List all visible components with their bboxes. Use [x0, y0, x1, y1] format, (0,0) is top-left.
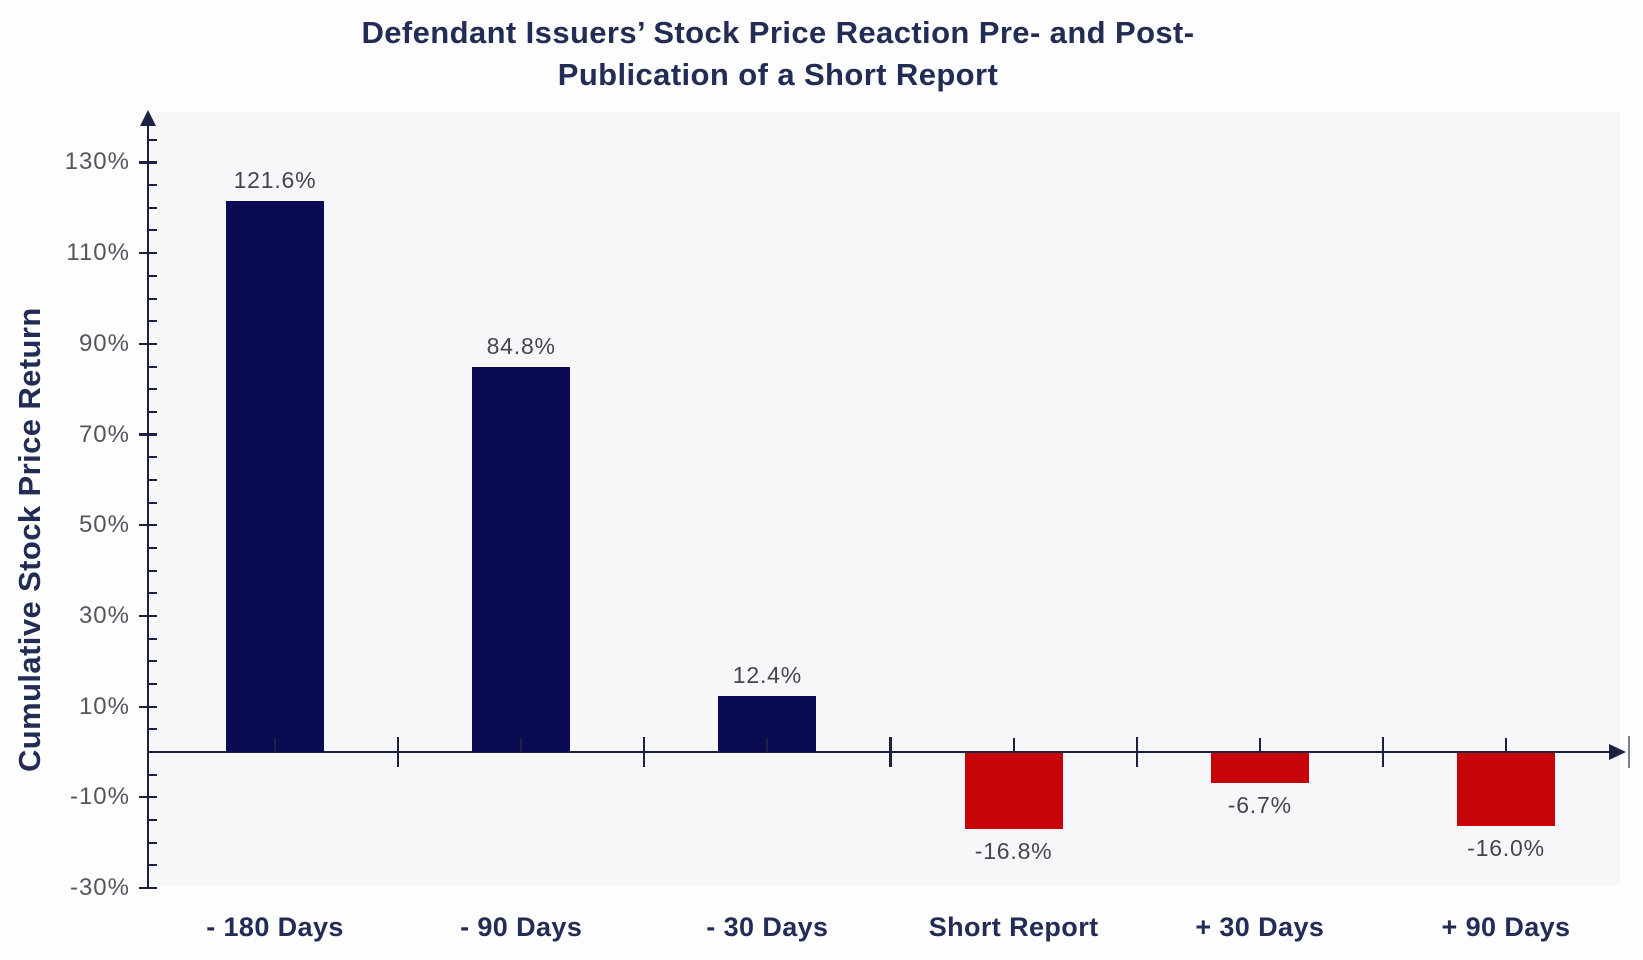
- y-tick-label: 30%: [78, 601, 130, 629]
- x-bar-center-tick: [1504, 738, 1508, 753]
- y-minor-tick: [148, 274, 157, 277]
- y-major-tick: [139, 796, 157, 799]
- y-axis-arrow-icon: [140, 110, 156, 126]
- y-minor-tick: [148, 229, 157, 232]
- y-minor-tick: [148, 773, 157, 776]
- y-minor-tick: [148, 456, 157, 459]
- y-tick-label: 130%: [64, 148, 130, 176]
- y-minor-tick: [148, 478, 157, 481]
- y-major-tick: [139, 524, 157, 527]
- y-minor-tick: [148, 682, 157, 685]
- y-minor-tick: [148, 660, 157, 663]
- bar-0-180-days: [226, 200, 324, 752]
- y-tick-label: 110%: [66, 239, 130, 267]
- y-minor-tick: [148, 819, 157, 822]
- x-category-label: - 30 Days: [706, 912, 829, 942]
- y-minor-tick: [148, 206, 157, 209]
- y-tick-label: 50%: [78, 511, 130, 539]
- x-midpoint-tick: [1381, 737, 1384, 767]
- x-bar-center-tick: [273, 738, 277, 753]
- bar-3-short-report: [964, 753, 1063, 830]
- chart-title-line-2: Publication of a Short Report: [557, 57, 999, 92]
- x-midpoint-tick: [643, 737, 646, 767]
- y-major-tick: [139, 252, 157, 255]
- y-tick-label: -10%: [69, 783, 130, 811]
- y-major-tick: [139, 614, 157, 618]
- plot-area: [149, 112, 1620, 886]
- x-bar-center-tick: [1012, 738, 1015, 753]
- y-major-tick: [139, 342, 157, 345]
- y-minor-tick: [148, 592, 157, 595]
- bar-value-label: 121.6%: [233, 166, 317, 193]
- bar-5-90-days: [1457, 753, 1555, 826]
- y-tick-label: 10%: [78, 692, 130, 720]
- x-midpoint-tick: [889, 737, 892, 767]
- y-minor-tick: [148, 388, 157, 391]
- y-minor-tick: [148, 365, 157, 368]
- y-major-tick: [139, 886, 157, 890]
- x-bar-center-tick: [1258, 738, 1261, 753]
- x-axis-line: [147, 750, 1611, 754]
- y-minor-tick: [148, 501, 157, 504]
- bar-value-label: -16.0%: [1467, 834, 1545, 861]
- x-midpoint-tick: [1135, 737, 1138, 767]
- y-tick-label: 70%: [78, 420, 130, 448]
- y-axis-line: [146, 126, 150, 889]
- x-category-label: Short Report: [928, 912, 1099, 942]
- x-axis-end-tick: [1628, 736, 1631, 768]
- y-minor-tick: [148, 841, 157, 844]
- y-minor-tick: [148, 751, 157, 753]
- x-category-label: + 90 Days: [1441, 912, 1571, 942]
- chart-title-line-1: Defendant Issuers’ Stock Price Reaction …: [361, 15, 1195, 50]
- x-category-label: + 30 Days: [1195, 912, 1325, 942]
- y-minor-tick: [148, 184, 157, 187]
- bar-4-30-days: [1210, 753, 1309, 784]
- x-category-label: - 90 Days: [460, 912, 583, 942]
- chart-title: Defendant Issuers’ Stock Price Reaction …: [0, 12, 1556, 96]
- bar-value-label: -16.8%: [974, 838, 1053, 865]
- y-tick-label: -30%: [69, 874, 130, 902]
- y-minor-tick: [148, 410, 157, 413]
- x-bar-center-tick: [766, 738, 769, 753]
- y-minor-tick: [148, 297, 157, 300]
- y-minor-tick: [148, 864, 157, 867]
- bar-value-label: 12.4%: [732, 661, 802, 688]
- bar-value-label: 84.8%: [486, 333, 556, 360]
- x-midpoint-tick: [397, 737, 400, 767]
- bar-value-label: -6.7%: [1227, 792, 1292, 819]
- x-category-label: - 180 Days: [206, 912, 344, 942]
- y-minor-tick: [148, 569, 157, 572]
- x-bar-center-tick: [520, 738, 523, 753]
- y-tick-label: 90%: [78, 329, 130, 357]
- y-major-tick: [139, 161, 157, 164]
- y-major-tick: [139, 433, 157, 436]
- y-minor-tick: [148, 546, 157, 549]
- bar-1-90-days: [472, 367, 571, 752]
- y-major-tick: [139, 705, 157, 708]
- y-minor-tick: [148, 138, 157, 141]
- y-minor-tick: [148, 637, 157, 640]
- y-minor-tick: [148, 320, 157, 323]
- x-axis-arrow-icon: [1609, 744, 1626, 760]
- y-minor-tick: [148, 728, 157, 731]
